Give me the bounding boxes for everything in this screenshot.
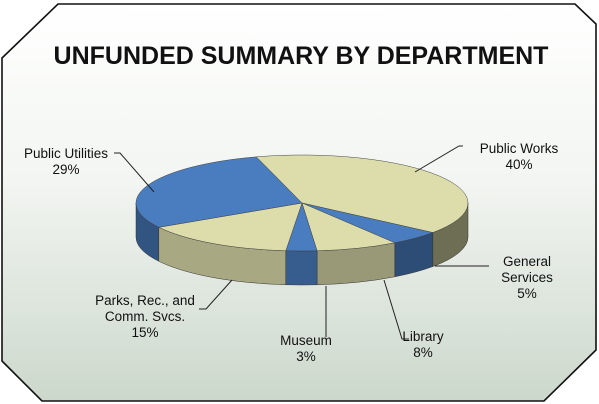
label-museum: Museum 3% [280,333,332,364]
chart-title: UNFUNDED SUMMARY BY DEPARTMENT [54,42,549,70]
leader-line-public-works [414,145,463,173]
label-public-works: Public Works 40% [480,141,559,172]
side-museum [285,250,318,286]
slice-parks-rec-and-comm-svcs [158,202,303,252]
slice-public-works [255,154,469,233]
leader-lines [114,145,489,340]
label-public-utilities: Public Utilities 29% [24,146,108,177]
label-general-services: General Services 5% [501,254,553,301]
leader-line-library [383,279,409,340]
label-parks-rec-and-comm-svcs: Parks, Rec., and Comm. Svcs. 15% [95,293,195,340]
data-labels: Public Works 40% General Services 5% Library 8… [24,141,559,364]
leader-line-public-utilities [114,152,155,193]
leader-line-parks-rec-and-comm-svcs [199,279,233,310]
pie-plot [135,154,469,286]
label-library: Library 8% [402,329,444,360]
